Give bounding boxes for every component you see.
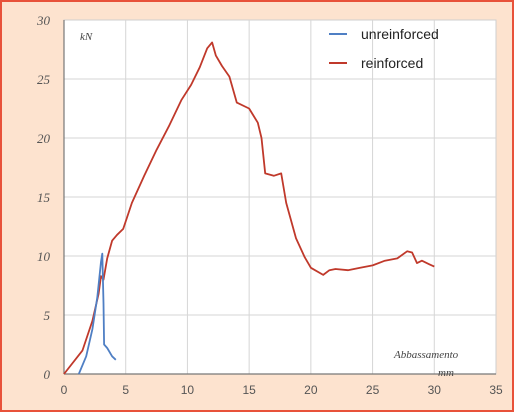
y-tick-label: 5 — [44, 308, 51, 323]
x-tick-label: 35 — [489, 383, 503, 397]
legend: unreinforced reinforced — [329, 26, 439, 71]
legend-label-unreinforced: unreinforced — [361, 26, 439, 42]
y-tick-label: 10 — [37, 249, 51, 264]
x-tick-label: 0 — [61, 383, 68, 397]
load-displacement-chart: 0 5 10 15 20 25 30 35 0 5 10 15 20 25 30 kN Abbassamen… — [36, 13, 503, 397]
y-tick-label: 20 — [37, 131, 51, 146]
series-line-reinforced — [63, 41, 435, 375]
x-tick-label: 25 — [366, 383, 380, 397]
x-tick-label: 10 — [181, 383, 195, 397]
y-tick-label: 0 — [44, 367, 51, 382]
y-axis-label: kN — [80, 31, 93, 43]
axes — [63, 20, 496, 375]
x-tick-label: 20 — [304, 383, 318, 397]
x-tick-label: 5 — [122, 383, 129, 397]
legend-label-reinforced: reinforced — [361, 55, 423, 71]
y-tick-label: 30 — [36, 13, 51, 28]
x-tick-label: 15 — [242, 383, 256, 397]
grid — [64, 20, 496, 374]
series-line-unreinforced — [77, 252, 117, 375]
x-axis-unit: mm — [438, 367, 454, 379]
tick-labels: 0 5 10 15 20 25 30 35 0 5 10 15 20 25 30 — [36, 13, 503, 397]
x-axis-label: Abbassamento — [393, 349, 459, 361]
series-lines — [63, 41, 435, 375]
x-tick-label: 30 — [428, 383, 442, 397]
y-tick-label: 15 — [37, 190, 51, 205]
y-tick-label: 25 — [37, 72, 51, 87]
